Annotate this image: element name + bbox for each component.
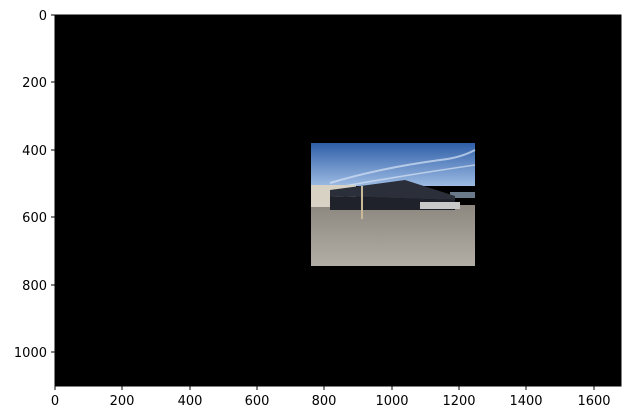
photo-cars	[420, 202, 460, 209]
photo-cloud	[329, 149, 476, 184]
photo-mountains	[450, 192, 475, 198]
photo-pole	[361, 186, 363, 219]
y-tick-label: 200	[22, 76, 47, 91]
photo	[311, 143, 476, 266]
x-tick-label: 600	[245, 394, 270, 409]
y-tick-label: 600	[22, 211, 47, 226]
x-tick-label: 1200	[442, 394, 475, 409]
x-tick-label: 1000	[375, 394, 408, 409]
y-tick-label: 1000	[14, 346, 47, 361]
x-tick-label: 1600	[577, 394, 610, 409]
x-tick-label: 200	[110, 394, 135, 409]
axes-frame	[54, 14, 622, 387]
photo-cloud	[344, 164, 476, 187]
x-tick-label: 1400	[509, 394, 542, 409]
y-axis: 0 200 400 600 800 1000	[14, 9, 55, 361]
x-tick-label: 800	[312, 394, 337, 409]
photo-ground	[311, 205, 475, 266]
y-tick-label: 800	[22, 279, 47, 294]
photo-sky	[311, 143, 475, 186]
x-tick-label: 400	[178, 394, 203, 409]
y-tick-label: 0	[39, 9, 47, 24]
x-tick-label: 0	[51, 394, 59, 409]
y-tick-label: 400	[22, 144, 47, 159]
x-axis: 0 200 400 600 800 1000 1200 1400 1600	[51, 386, 611, 409]
